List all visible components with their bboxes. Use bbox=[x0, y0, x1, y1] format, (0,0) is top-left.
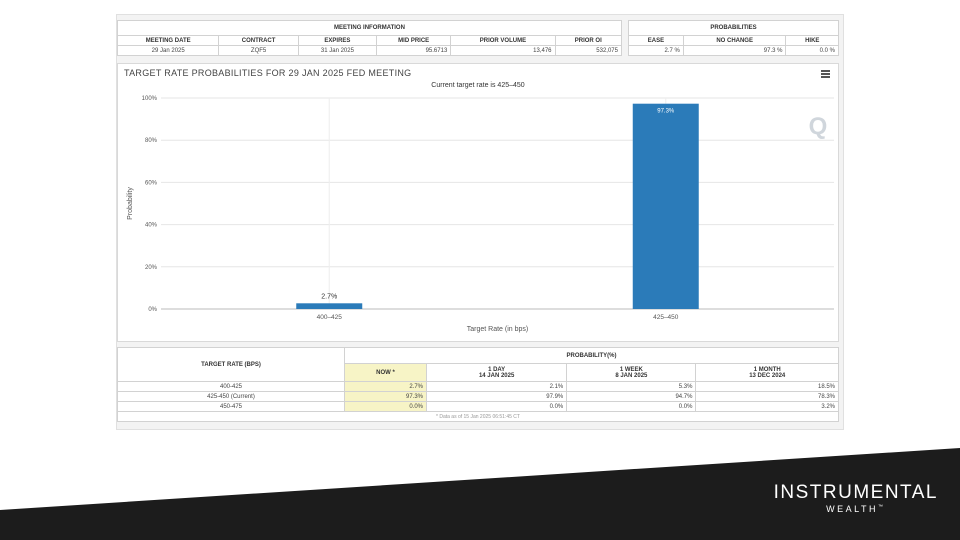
expires-value: 31 Jan 2025 bbox=[297, 45, 378, 56]
y-tick-label: 0% bbox=[148, 307, 157, 313]
month-cell: 18.5% bbox=[695, 381, 839, 392]
week-cell: 0.0% bbox=[566, 401, 697, 412]
probability-history-table: TARGET RATE (BPS) PROBABILITY(%) NOW * 1… bbox=[117, 347, 839, 422]
rate-cell: 400-425 bbox=[117, 381, 345, 392]
data-footnote: * Data as of 15 Jan 2025 06:51:45 CT bbox=[117, 411, 839, 422]
meeting-info-table: MEETING INFORMATION MEETING DATE CONTRAC… bbox=[116, 20, 623, 56]
col-1-week: 1 WEEK 8 JAN 2025 bbox=[566, 363, 697, 382]
mid-price-value: 95.6713 bbox=[376, 45, 452, 56]
x-tick-label: 425–450 bbox=[653, 314, 679, 321]
col-1-day: 1 DAY 14 JAN 2025 bbox=[425, 363, 568, 382]
day-cell: 97.9% bbox=[425, 391, 568, 402]
col-meeting-date: MEETING DATE bbox=[116, 35, 220, 46]
chart-subtitle: Current target rate is 425–450 bbox=[431, 82, 525, 89]
data-label: 97.3% bbox=[657, 109, 675, 115]
x-tick-label: 400–425 bbox=[317, 314, 343, 321]
bar bbox=[632, 103, 699, 310]
month-cell: 78.3% bbox=[695, 391, 839, 402]
chart-menu-icon[interactable] bbox=[821, 70, 830, 78]
chart-title: TARGET RATE PROBABILITIES FOR 29 JAN 202… bbox=[124, 68, 412, 78]
x-axis-title: Target Rate (in bps) bbox=[467, 326, 528, 333]
watermark-logo: Q bbox=[809, 113, 828, 140]
col-no-change: NO CHANGE bbox=[682, 35, 787, 46]
col-ease: EASE bbox=[628, 35, 684, 46]
probabilities-table: PROBABILITIES EASE NO CHANGE HIKE 2.7 % … bbox=[628, 20, 839, 56]
col-hike: HIKE bbox=[785, 35, 839, 46]
y-tick-label: 20% bbox=[145, 265, 158, 271]
y-tick-label: 60% bbox=[145, 180, 158, 186]
col-expires: EXPIRES bbox=[297, 35, 378, 46]
prior-volume-value: 13,476 bbox=[450, 45, 556, 56]
col-probability: PROBABILITY(%) bbox=[344, 347, 839, 364]
month-cell: 3.2% bbox=[695, 401, 839, 412]
probabilities-header: PROBABILITIES bbox=[628, 20, 839, 36]
hike-value: 0.0 % bbox=[785, 45, 839, 56]
col-target-rate: TARGET RATE (BPS) bbox=[117, 347, 345, 382]
target-rate-chart: TARGET RATE PROBABILITIES FOR 29 JAN 202… bbox=[117, 63, 839, 342]
col-prior-oi: PRIOR OI bbox=[554, 35, 623, 46]
now-cell: 0.0% bbox=[344, 401, 427, 412]
y-axis-title: Probability bbox=[127, 187, 134, 220]
data-label: 2.7% bbox=[321, 293, 337, 300]
rate-cell: 450-475 bbox=[117, 401, 345, 412]
week-cell: 5.3% bbox=[566, 381, 697, 392]
col-now: NOW * bbox=[344, 363, 427, 382]
y-tick-label: 100% bbox=[142, 96, 158, 102]
meeting-date-value: 29 Jan 2025 bbox=[116, 45, 220, 56]
y-tick-label: 80% bbox=[145, 138, 158, 144]
table-row: 450-475 0.0% 0.0% 0.0% 3.2% bbox=[117, 401, 839, 412]
prior-oi-value: 532,075 bbox=[554, 45, 623, 56]
brand-sub: WEALTH™ bbox=[826, 504, 886, 514]
rate-cell: 425-450 (Current) bbox=[117, 391, 345, 402]
brand-logo: INSTRUMENTAL WEALTH™ bbox=[774, 482, 938, 514]
no-change-value: 97.3 % bbox=[682, 45, 787, 56]
meeting-info-header: MEETING INFORMATION bbox=[117, 20, 622, 36]
y-tick-label: 40% bbox=[145, 223, 158, 229]
bar bbox=[296, 303, 363, 309]
brand-name: INSTRUMENTAL bbox=[773, 482, 938, 503]
now-cell: 2.7% bbox=[344, 381, 427, 392]
table-row: 400-425 2.7% 2.1% 5.3% 18.5% bbox=[117, 381, 839, 392]
footer-band bbox=[0, 448, 960, 540]
col-mid-price: MID PRICE bbox=[376, 35, 452, 46]
now-cell: 97.3% bbox=[344, 391, 427, 402]
day-cell: 0.0% bbox=[425, 401, 568, 412]
chart-plot: 0% 20% 40% 60% 80% 100% 2.7% 400–425 97.3% 425–45… bbox=[127, 96, 834, 333]
week-cell: 94.7% bbox=[566, 391, 697, 402]
contract-value: ZQF5 bbox=[218, 45, 299, 56]
col-1-month: 1 MONTH 13 DEC 2024 bbox=[695, 363, 839, 382]
col-prior-volume: PRIOR VOLUME bbox=[450, 35, 556, 46]
table-row: 425-450 (Current) 97.3% 97.9% 94.7% 78.3… bbox=[117, 391, 839, 402]
col-contract: CONTRACT bbox=[218, 35, 299, 46]
day-cell: 2.1% bbox=[425, 381, 568, 392]
ease-value: 2.7 % bbox=[628, 45, 684, 56]
